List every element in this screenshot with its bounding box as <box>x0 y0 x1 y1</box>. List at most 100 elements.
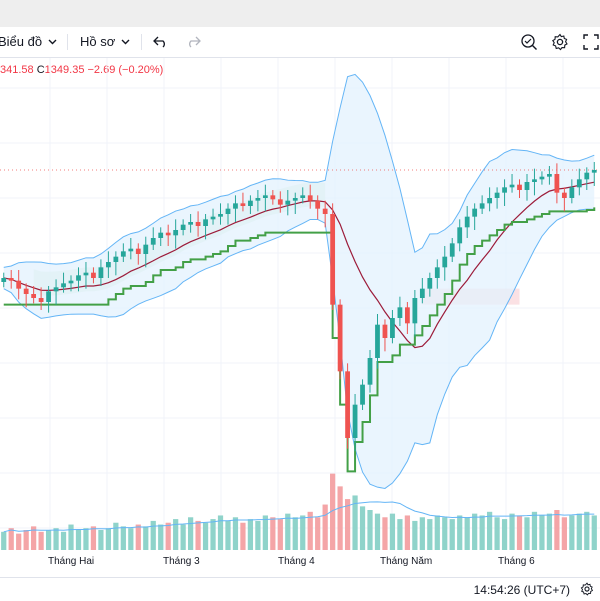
profile-label: Hồ sơ <box>80 34 116 49</box>
candle-body <box>68 280 74 284</box>
volume-bar <box>105 528 112 550</box>
candle-body <box>240 203 246 206</box>
candle-body <box>509 184 515 188</box>
volume-bar <box>75 530 82 550</box>
candle-body <box>31 294 37 298</box>
ohlc-change: −2.69 (−0.20%) <box>87 64 164 76</box>
candle-body <box>547 174 552 177</box>
timezone-clock[interactable]: 14:54:26 (UTC+7) <box>473 583 570 597</box>
candle-body <box>180 224 186 230</box>
candle-body <box>218 214 223 217</box>
volume-bar <box>501 519 508 550</box>
candle-body <box>404 307 410 324</box>
volume-bar <box>270 517 276 550</box>
ohlc-low-value: 341.58 <box>0 64 34 76</box>
volume-bar <box>38 531 44 550</box>
volume-bar <box>442 517 448 550</box>
volume-bar <box>90 526 97 550</box>
candle-body <box>472 208 478 217</box>
candle-body <box>367 358 373 385</box>
gear-icon[interactable] <box>549 31 571 53</box>
candle-body <box>330 214 336 305</box>
volume-bar <box>31 526 37 550</box>
candle-body <box>91 272 96 278</box>
candle-body <box>345 371 350 438</box>
candle-body <box>397 307 403 318</box>
volume-bar <box>359 506 366 550</box>
volume-bar <box>53 528 59 550</box>
volume-bar <box>479 515 485 550</box>
candle-body <box>457 227 463 244</box>
volume-bar <box>412 520 418 550</box>
volume-bar <box>128 528 134 550</box>
time-axis: Tháng Hai Tháng 3 Tháng 4 Tháng Năm Thán… <box>0 550 600 576</box>
undo-icon[interactable] <box>150 31 172 53</box>
gear-icon[interactable] <box>580 582 594 601</box>
candle-body <box>382 324 388 338</box>
volume-bar <box>150 520 156 550</box>
candle-body <box>360 384 365 405</box>
volume-bar <box>464 517 470 550</box>
volume-bar <box>397 519 403 550</box>
candle-body <box>322 208 328 214</box>
ohlc-close-value: 1349.35 <box>44 64 85 76</box>
candle-body <box>173 230 179 236</box>
candle-body <box>203 219 208 226</box>
candle-body <box>248 200 253 206</box>
candle-body <box>487 198 493 204</box>
volume-bar <box>367 510 373 550</box>
candle-body <box>576 179 582 188</box>
candle-body <box>53 287 59 292</box>
candle-body <box>591 170 597 173</box>
volume-bar <box>524 517 530 550</box>
moving-average-line <box>3 181 595 349</box>
x-tick-label: Tháng Hai <box>48 556 95 567</box>
volume-bar <box>173 519 179 550</box>
x-tick-label: Tháng 3 <box>163 556 200 567</box>
volume-bar <box>240 522 246 550</box>
candle-body <box>352 404 358 438</box>
volume-bar <box>8 528 14 550</box>
candle-body <box>1 278 7 282</box>
volume-bar <box>382 517 388 550</box>
candle-body <box>285 200 291 205</box>
candle-body <box>150 238 156 245</box>
price-chart[interactable] <box>0 58 600 550</box>
volume-bar <box>292 517 298 550</box>
profile-dropdown[interactable]: Hồ sơ <box>80 27 130 57</box>
volume-bar <box>83 528 89 550</box>
chart-type-dropdown[interactable]: Biểu đồ <box>0 27 57 57</box>
candle-body <box>255 198 261 201</box>
fullscreen-icon[interactable] <box>580 31 600 53</box>
volume-bar <box>539 515 545 550</box>
volume-bar <box>427 519 433 550</box>
candle-body <box>412 298 418 324</box>
candle-body <box>16 280 22 289</box>
volume-bar <box>374 513 381 550</box>
volume-bar <box>98 530 104 550</box>
volume-bar <box>404 515 411 550</box>
candle-body <box>195 222 201 226</box>
candle-body <box>135 248 141 254</box>
candle-body <box>315 200 321 209</box>
candle-body <box>449 243 455 257</box>
candle-body <box>38 298 44 302</box>
compare-icon[interactable] <box>518 31 540 53</box>
candle-body <box>427 278 433 289</box>
volume-bar <box>210 519 216 550</box>
volume-bar <box>434 515 440 550</box>
volume-bar <box>584 511 590 550</box>
volume-bar <box>554 510 560 550</box>
trailing-stop-line <box>3 207 596 473</box>
volume-bar <box>143 526 149 550</box>
volume-bar <box>486 511 493 550</box>
redo-icon[interactable] <box>182 31 204 53</box>
candle-body <box>561 192 567 198</box>
candle-body <box>277 199 283 205</box>
candle-body <box>494 192 500 198</box>
bollinger-lower-line <box>3 208 595 489</box>
candle-body <box>464 216 470 228</box>
volume-bar <box>217 515 224 550</box>
volume-bar <box>569 515 575 550</box>
x-tick-label: Tháng Năm <box>380 556 433 567</box>
